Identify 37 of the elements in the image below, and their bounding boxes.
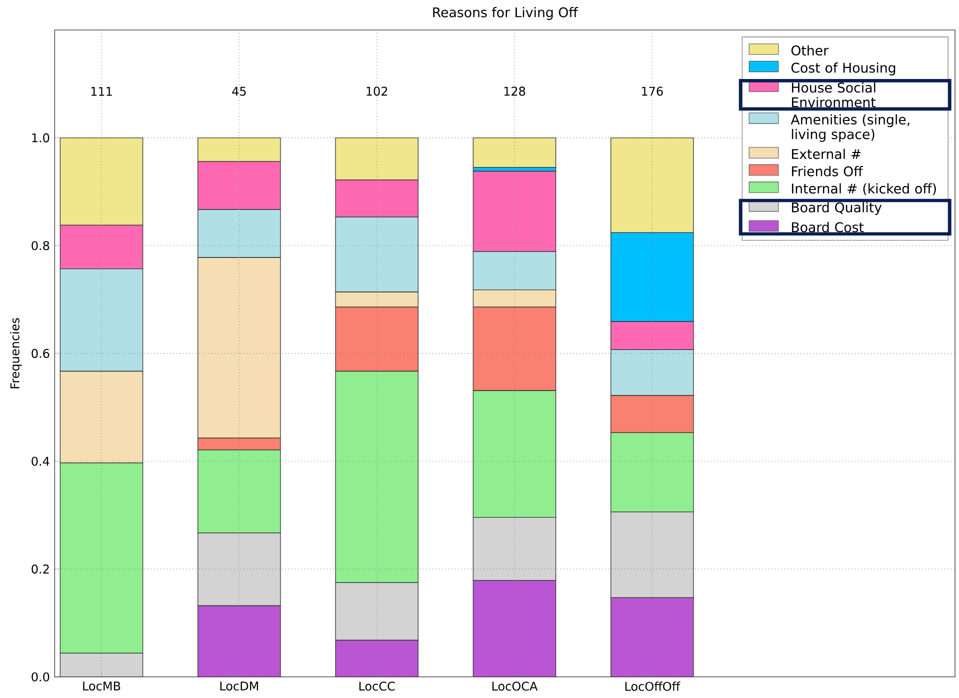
x-tick-label: LocMB [83,682,120,690]
bar [198,532,281,606]
y-tick-label: 0.8 [32,240,50,250]
x-tick-label: LocOCA [492,681,538,691]
bar [60,652,144,677]
legend-label: Friends Off [792,166,864,176]
bar [472,516,556,581]
bar [198,605,281,677]
chart-title: Reasons for Living Off [433,6,578,20]
annotation: 128 [504,86,526,96]
legend-label: Internal # (kicked off) [792,183,936,196]
bar [335,640,418,677]
y-tick-label: 0.2 [32,564,49,574]
y-axis-title: Frequencies [10,318,22,388]
bar [610,511,694,598]
legend-label: Board Cost [792,222,864,232]
legend-label: Board Quality [792,202,882,215]
bar [472,137,556,168]
x-tick-label: LocOffOff [625,681,680,691]
y-tick-label: 0.0 [32,672,50,682]
annotation: 45 [232,86,246,96]
y-tick-label: 0.6 [32,348,50,358]
bar [335,582,418,640]
y-tick-label: 0.4 [32,456,50,466]
bar [610,597,694,677]
legend-label: Other [791,45,829,56]
legend-label: External # [792,148,861,159]
legend-label: House Social Environment [792,82,876,108]
bar [472,580,556,677]
annotation: 102 [366,86,388,96]
annotation: 111 [91,86,112,96]
x-tick-label: LocDM [220,682,258,690]
legend-label: Amenities (single, living space) [790,114,910,142]
annotation: 176 [642,86,663,96]
x-tick-label: LocCC [359,681,395,691]
y-tick-label: 1.0 [32,133,50,142]
legend-label: Cost of Housing [791,62,896,76]
